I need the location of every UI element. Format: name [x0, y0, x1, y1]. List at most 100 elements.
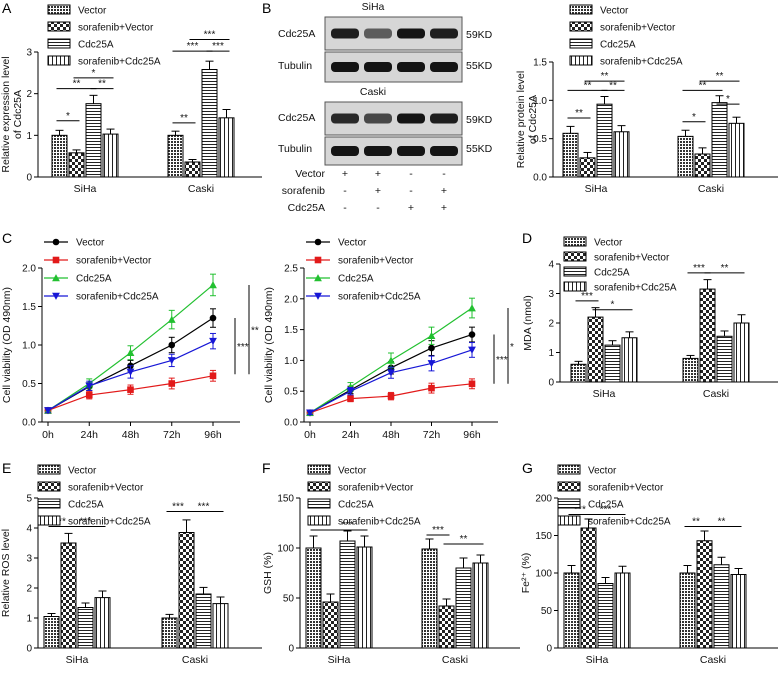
x-tick-label: 48h [122, 429, 140, 441]
blot-sign: - [343, 202, 347, 214]
bars-e: SiHa Caski [43, 519, 229, 666]
blot-sign: + [375, 168, 381, 180]
data-point [428, 384, 435, 392]
legend-swatch [37, 464, 61, 475]
bar [694, 153, 711, 178]
legend-c2: Vector sorafenib+Vector Cdc25A sorafenib+Cd… [306, 238, 421, 303]
chart-b-protein: 0.0 0.5 1.0 1.5 Relative protein level of Cdc… [515, 4, 778, 195]
data-point [346, 387, 355, 396]
significance-label: *** [237, 342, 249, 353]
blot-size-55kd-siha: 55KD [466, 60, 493, 72]
legend-d: Vector sorafenib+Vector Cdc25A sorafenib+Cd… [563, 236, 677, 294]
y-tick-label: 3 [26, 48, 32, 59]
bar [178, 532, 195, 649]
bar [696, 540, 713, 649]
bar [570, 363, 587, 383]
bar [356, 546, 373, 649]
series-3 [44, 332, 217, 415]
legend-label: Vector [338, 238, 367, 249]
y-axis-label: MDA (nmol) [522, 295, 534, 350]
bar [679, 572, 696, 649]
legend-swatch [37, 481, 61, 492]
legend-label: Vector [68, 466, 97, 477]
legend-label: sorafenib+Vector [76, 256, 152, 267]
y-axis-label: Cell viability (OD 490nm) [263, 287, 275, 403]
legend-swatch [47, 21, 71, 32]
legend-label: sorafenib+Vector [78, 23, 154, 34]
data-point [126, 348, 135, 356]
y-tick-label: 1.5 [22, 302, 36, 313]
axes-b: 0.0 0.5 1.0 1.5 Relative protein level of Cdc… [515, 58, 778, 184]
significance-label: *** [187, 41, 199, 52]
y-tick-label: 150 [535, 531, 552, 542]
panel-letter-d: D [522, 230, 533, 246]
bars-f: SiHa Caski [305, 530, 489, 666]
legend-label: Cdc25A [338, 500, 374, 511]
data-point [85, 391, 93, 399]
data-point [387, 392, 395, 400]
legend-label: sorafenib+Cdc25A [78, 57, 161, 68]
significance-label: * [692, 112, 696, 123]
blot-sign: - [376, 202, 380, 214]
blot-sign: + [408, 202, 414, 214]
bar [613, 131, 630, 178]
legend-c1: Vector sorafenib+Vector Cdc25A sorafenib+Cd… [44, 238, 159, 303]
y-tick-label: 1.5 [284, 325, 298, 336]
legend-a: Vector sorafenib+Vector Cdc25A sorafenib+Cd… [47, 4, 161, 68]
blot-sign: + [375, 185, 381, 197]
bar [621, 337, 638, 383]
blot-title-caski: Caski [360, 86, 386, 98]
significance-g: *** ***** ** [568, 505, 742, 528]
significance-label: ** [601, 71, 609, 82]
blot-band [364, 113, 392, 124]
bar [579, 157, 596, 178]
x-tick-label: 24h [342, 429, 360, 441]
bar [161, 617, 178, 649]
significance-label: ** [584, 80, 592, 91]
blot-row-tubulin-caski: Tubulin [278, 143, 312, 155]
y-tick-label: 1.0 [533, 96, 547, 107]
x-tick-label: SiHa [585, 183, 608, 195]
blot-size-59kd-siha: 59KD [466, 29, 493, 41]
legend-f: Vector sorafenib+Vector Cdc25A sorafenib+Cd… [307, 464, 421, 528]
blot-band [430, 113, 458, 124]
significance-label: * [726, 94, 730, 105]
legend-swatch [47, 55, 71, 66]
chart-a-expression: 0 1 2 3 Relative expression level of Cdc25A Si… [0, 4, 262, 195]
x-tick-label: SiHa [586, 654, 609, 666]
y-tick-label: 2.5 [284, 264, 298, 275]
chart-e-ros: 0 1 2 3 4 5 Relative ROS level SiHa Caski *** *** *… [0, 464, 262, 666]
legend-swatch [557, 498, 581, 509]
legend-label: Vector [594, 238, 623, 249]
legend-label: Vector [588, 466, 617, 477]
blot-row-cdc25a-caski: Cdc25A [278, 112, 315, 124]
y-tick-label: 0 [288, 644, 294, 655]
significance-label: *** [172, 502, 184, 513]
data-point [306, 409, 314, 417]
significance-label: * [510, 342, 514, 353]
blot-band [430, 62, 458, 72]
data-point [52, 256, 60, 264]
y-axis-label: Relative protein level [515, 71, 527, 168]
legend-swatch [569, 38, 593, 49]
bar [322, 601, 339, 649]
blot-row-cdc25a-siha: Cdc25A [278, 28, 315, 40]
y-tick-label: 200 [535, 494, 552, 505]
y-axis-label: Fe²⁺ (%) [520, 553, 532, 594]
significance-label: *** [432, 525, 444, 536]
x-tick-label: 0h [304, 429, 316, 441]
blot-treat-sorafenib: sorafenib [282, 185, 325, 197]
y-tick-label: 100 [277, 544, 294, 555]
significance-label: ** [716, 71, 724, 82]
legend-label: sorafenib+Vector [588, 483, 664, 494]
blot-band [331, 113, 359, 124]
bar [167, 134, 184, 178]
legend-swatch [569, 55, 593, 66]
y-axis-label: Cell viability (OD 490nm) [1, 287, 13, 403]
bar [218, 117, 235, 178]
significance-label: ** [180, 113, 188, 124]
y-tick-label: 0 [546, 644, 552, 655]
y-tick-label: 1.0 [22, 341, 36, 352]
y-tick-label: 0.0 [22, 418, 36, 429]
